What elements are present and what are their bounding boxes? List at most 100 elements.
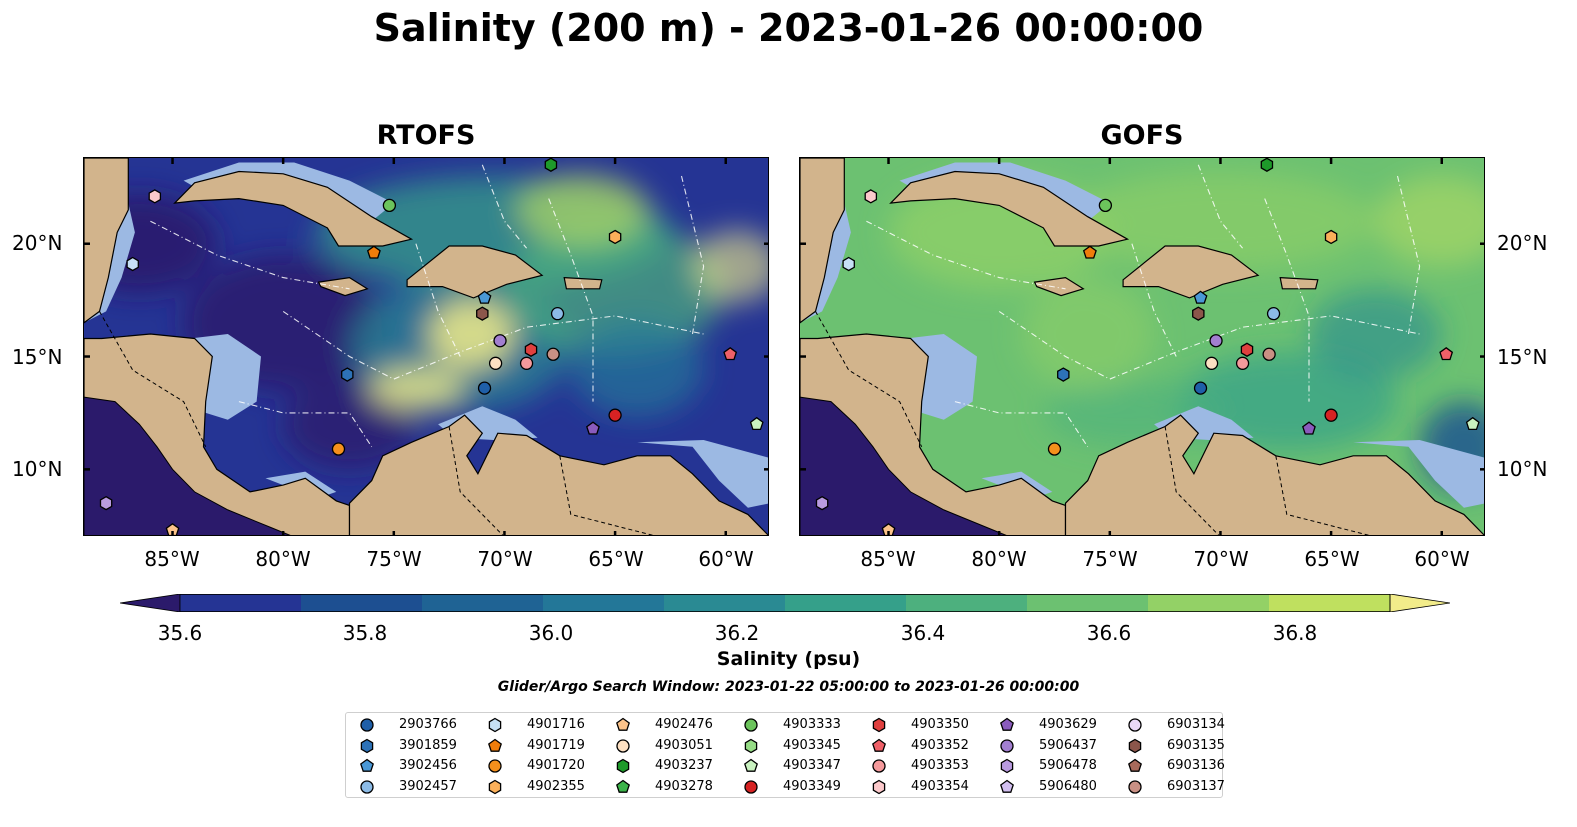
legend-marker <box>872 738 886 752</box>
float-marker-6903135 <box>1192 306 1205 321</box>
float-marker-4901720 <box>331 442 346 456</box>
map-gofs <box>799 157 1485 536</box>
colorbar-segment <box>664 594 786 612</box>
panel-title-rtofs: RTOFS <box>376 120 476 151</box>
legend-marker <box>1000 738 1014 753</box>
legend-marker <box>616 738 630 753</box>
float-marker-4903347 <box>749 416 764 431</box>
float-marker-4902476 <box>881 523 896 535</box>
pentagon-marker-icon <box>488 738 502 752</box>
land-jamaica <box>317 276 369 297</box>
legend-label: 4902476 <box>655 717 713 732</box>
legend-marker <box>488 779 502 794</box>
legend-marker <box>616 717 630 731</box>
land-puertorico <box>563 276 603 290</box>
land-southamerica <box>348 414 768 535</box>
hexagon-marker-icon <box>616 758 630 774</box>
shelf-shallow <box>1353 440 1484 508</box>
legend-label: 4903353 <box>911 758 969 773</box>
legend-marker <box>1128 738 1142 753</box>
legend-label: 4903350 <box>911 717 969 732</box>
colorbar <box>120 594 1450 612</box>
pentagon-marker-icon <box>1000 779 1014 793</box>
legend-marker <box>488 717 502 733</box>
colorbar-segment <box>1269 594 1391 612</box>
hexagon-marker-icon <box>744 738 758 753</box>
pentagon-marker-icon <box>744 758 758 772</box>
float-marker-4901719 <box>1082 245 1097 259</box>
pentagon-marker-icon <box>616 717 630 731</box>
eez-boundary <box>481 164 528 249</box>
land-mexico <box>84 158 129 324</box>
float-marker-4903349 <box>1324 408 1338 422</box>
float-marker-2903766 <box>1193 381 1208 395</box>
float-marker-4903237 <box>544 158 558 172</box>
float-marker-4903629 <box>1302 421 1316 435</box>
legend-label: 4903349 <box>783 778 841 794</box>
pentagon-marker-icon <box>360 758 374 772</box>
float-marker-3902456 <box>1193 290 1208 304</box>
eez-boundary <box>238 401 373 448</box>
float-marker-4903629 <box>586 421 600 435</box>
x-tick-left-80w: 80°W <box>255 547 311 571</box>
legend-marker <box>872 717 886 733</box>
x-tick-left-75w: 75°W <box>366 547 422 571</box>
map-rtofs-canvas <box>84 158 768 535</box>
legend-label: 3902457 <box>399 778 457 794</box>
colorbar-tick: 36.0 <box>528 621 574 645</box>
circle-marker-icon <box>1000 738 1014 753</box>
legend-label: 2903766 <box>399 717 457 732</box>
legend-marker <box>360 718 374 732</box>
hexagon-marker-icon <box>360 738 374 753</box>
colorbar-tick: 35.6 <box>157 621 203 645</box>
float-marker-4901720 <box>1047 442 1062 456</box>
country-border <box>1164 426 1220 535</box>
map-rtofs <box>83 157 769 536</box>
legend-label: 4903352 <box>911 737 969 753</box>
pentagon-marker-icon <box>1128 758 1142 772</box>
circle-marker-icon <box>360 779 374 794</box>
legend-marker <box>360 758 374 772</box>
float-marker-6903135 <box>476 306 489 321</box>
colorbar-segment <box>422 594 544 612</box>
legend-marker <box>1128 718 1142 732</box>
country-border <box>1275 455 1370 535</box>
y-tick-left-10n: 10°N <box>12 457 63 481</box>
eez-boundary <box>415 243 461 357</box>
float-marker-4903051 <box>1204 356 1219 370</box>
legend-label: 4903347 <box>783 758 841 773</box>
x-tick-right-65w: 65°W <box>1304 547 1360 571</box>
legend-marker <box>1000 779 1014 793</box>
y-tick-left-15n: 15°N <box>12 345 63 369</box>
land-cuba <box>173 170 414 247</box>
pacific-ocean <box>800 396 1007 535</box>
circle-marker-icon <box>616 738 630 753</box>
legend-label: 4903333 <box>783 717 841 732</box>
pentagon-marker-icon <box>1000 717 1014 731</box>
shelf-shallow <box>637 440 768 508</box>
hexagon-marker-icon <box>488 779 502 794</box>
colorbar-outline <box>179 594 1391 612</box>
float-marker-4903333 <box>382 198 397 213</box>
legend-label: 4903345 <box>783 737 841 753</box>
legend-label: 4903278 <box>655 778 713 794</box>
eez-boundary <box>548 198 594 402</box>
float-marker-3902456 <box>477 290 492 304</box>
legend-label: 3902456 <box>399 758 457 773</box>
eez-boundary <box>1131 243 1177 357</box>
legend-marker <box>488 738 502 752</box>
hexagon-marker-icon <box>1128 738 1142 753</box>
figure-title: Salinity (200 m) - 2023-01-26 00:00:00 <box>373 6 1204 50</box>
x-tick-left-85w: 85°W <box>144 547 200 571</box>
colorbar-tick: 36.4 <box>900 621 946 645</box>
float-marker-4903353 <box>1235 356 1250 370</box>
circle-marker-icon <box>1128 779 1142 794</box>
legend-label: 5906437 <box>1039 737 1097 753</box>
hexagon-marker-icon <box>1000 758 1014 774</box>
circle-marker-icon <box>872 759 886 773</box>
y-tick-right-10n: 10°N <box>1497 457 1548 481</box>
colorbar-tick: 36.2 <box>714 621 760 645</box>
float-marker-6903137 <box>1262 347 1276 361</box>
country-border <box>559 455 654 535</box>
legend-label: 6903134 <box>1167 717 1225 732</box>
